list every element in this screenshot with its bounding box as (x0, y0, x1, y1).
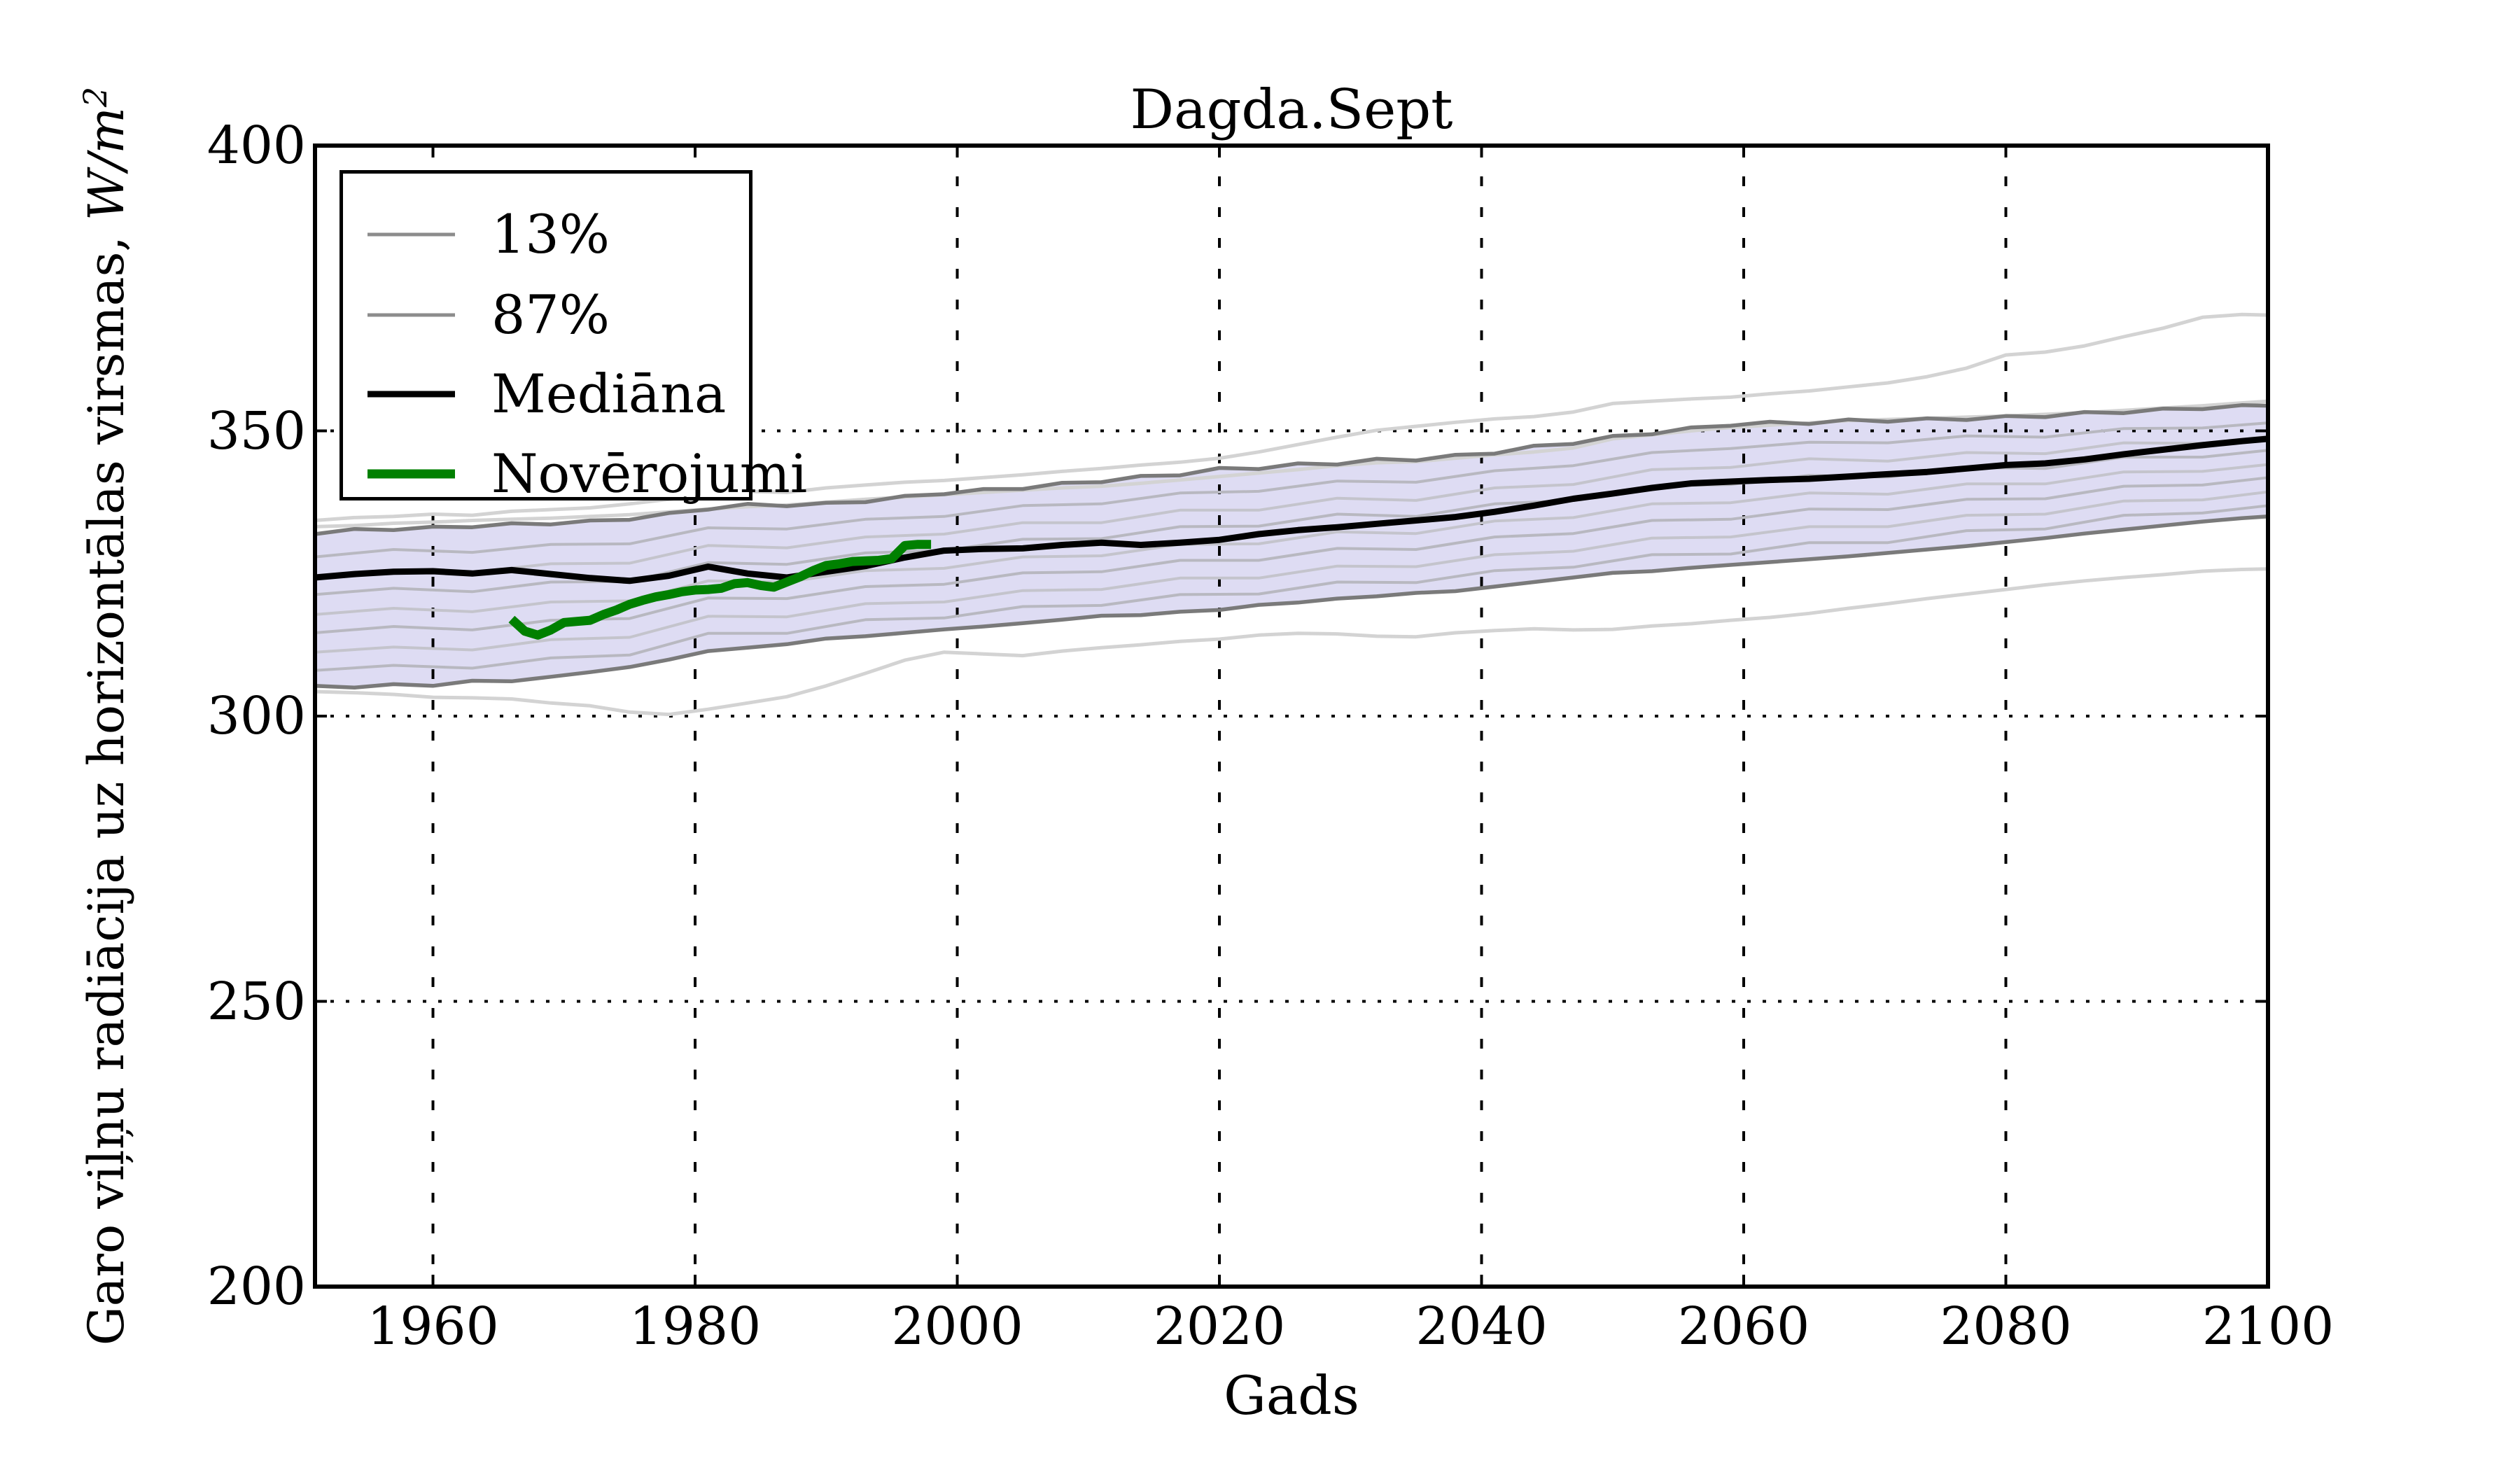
x-tick-label: 2020 (1153, 1296, 1286, 1357)
axes-spines (313, 144, 2270, 1289)
series-ens10 (314, 504, 2269, 672)
x-tick-label: 1960 (367, 1296, 499, 1357)
percentile-band (315, 405, 2268, 688)
y-axis-unit: W/m (78, 107, 136, 221)
y-tick-label: 200 (206, 1256, 306, 1317)
y-tick-label: 300 (206, 686, 306, 746)
y-tick-label: 350 (206, 400, 306, 461)
series-ens22 (314, 490, 2269, 654)
x-tick-label: 2040 (1415, 1296, 1548, 1357)
legend-line-sample-13pct (368, 232, 455, 237)
legend: 13% 87% Mediāna Novērojumi (340, 170, 807, 500)
x-tick-label: 2000 (891, 1296, 1023, 1357)
legend-line-sample-87pct (368, 313, 455, 317)
legend-label: 13% (491, 203, 610, 265)
y-axis-label: Garo viļņu radiācija uz horizontālas vir… (76, 86, 135, 1345)
series-obs (508, 540, 932, 640)
series-median (314, 435, 2269, 584)
x-tick-label: 1980 (629, 1296, 762, 1357)
series-p13 (314, 514, 2269, 690)
legend-line-sample-mediana (368, 391, 455, 398)
y-axis-label-text: Garo viļņu radiācija uz horizontālas vir… (78, 220, 136, 1346)
legend-line-sample-noverojumi (368, 469, 455, 479)
y-tick-label: 400 (206, 115, 306, 176)
y-axis-unit-exponent: 2 (76, 86, 114, 108)
legend-label: Novērojumi (491, 442, 808, 505)
series-min (314, 567, 2269, 717)
legend-label: Mediāna (491, 363, 727, 425)
x-tick-label: 2100 (2202, 1296, 2334, 1357)
series-p87 (314, 403, 2269, 536)
legend-label: 87% (491, 284, 610, 346)
series-ens85 (314, 421, 2269, 559)
series-ens72 (314, 435, 2269, 578)
plot-title: Dagda.Sept (1130, 78, 1453, 141)
x-tick-label: 2080 (1940, 1296, 2072, 1357)
y-tick-label: 250 (206, 971, 306, 1032)
x-axis-label: Gads (1224, 1364, 1359, 1427)
x-tick-label: 2060 (1677, 1296, 1810, 1357)
series-max (314, 312, 2269, 522)
series-ens35 (314, 476, 2269, 634)
